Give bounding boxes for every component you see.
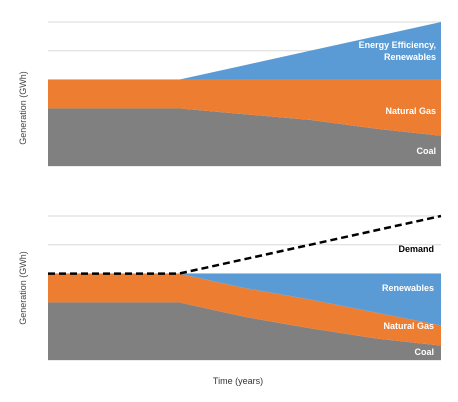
area-natural-gas — [48, 79, 441, 136]
series-label-line: Demand — [398, 244, 434, 254]
area-coal — [48, 302, 441, 360]
bottom-chart-y-axis-label: Generation (GWh) — [18, 251, 28, 325]
top-chart-labels: Energy Efficiency, Renewables Natural Gas C… — [359, 40, 436, 156]
series-label: Natural Gas — [383, 321, 434, 331]
series-label-line: Coal — [416, 146, 436, 156]
series-label-line: Renewables — [382, 283, 434, 293]
demand-line — [48, 214, 442, 275]
series-label: Renewables — [382, 283, 434, 293]
x-axis-label: Time (years) — [213, 376, 263, 386]
series-label-line: Natural Gas — [383, 321, 434, 331]
series-label-line: Natural Gas — [385, 106, 436, 116]
series-label: Energy Efficiency, Renewables — [359, 40, 436, 62]
bottom-chart-labels: Demand Renewables Natural Gas Coal — [382, 244, 434, 357]
series-label: Demand — [398, 244, 434, 254]
top-chart-panel: Energy Efficiency, Renewables Natural Gas C… — [18, 21, 441, 167]
series-label-line: Renewables — [384, 52, 436, 62]
area-renewables — [48, 273, 441, 326]
area-natural-gas — [48, 273, 441, 346]
bottom-chart-areas — [48, 273, 441, 360]
area-renewables — [48, 22, 441, 80]
series-label: Natural Gas — [385, 106, 436, 116]
series-label-line: Energy Efficiency, — [359, 40, 436, 50]
bottom-chart-demand-line — [48, 214, 442, 275]
area-coal — [48, 108, 441, 166]
bottom-chart-panel: Demand Renewables Natural Gas Coal Generati… — [18, 214, 442, 361]
series-label: Coal — [414, 347, 434, 357]
top-chart-y-axis-label: Generation (GWh) — [18, 71, 28, 145]
top-chart-areas — [48, 22, 441, 166]
series-label-line: Coal — [414, 347, 434, 357]
series-label: Coal — [416, 146, 436, 156]
